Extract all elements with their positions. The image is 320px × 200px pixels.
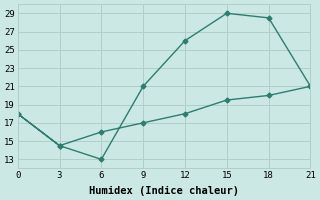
X-axis label: Humidex (Indice chaleur): Humidex (Indice chaleur) — [89, 186, 239, 196]
